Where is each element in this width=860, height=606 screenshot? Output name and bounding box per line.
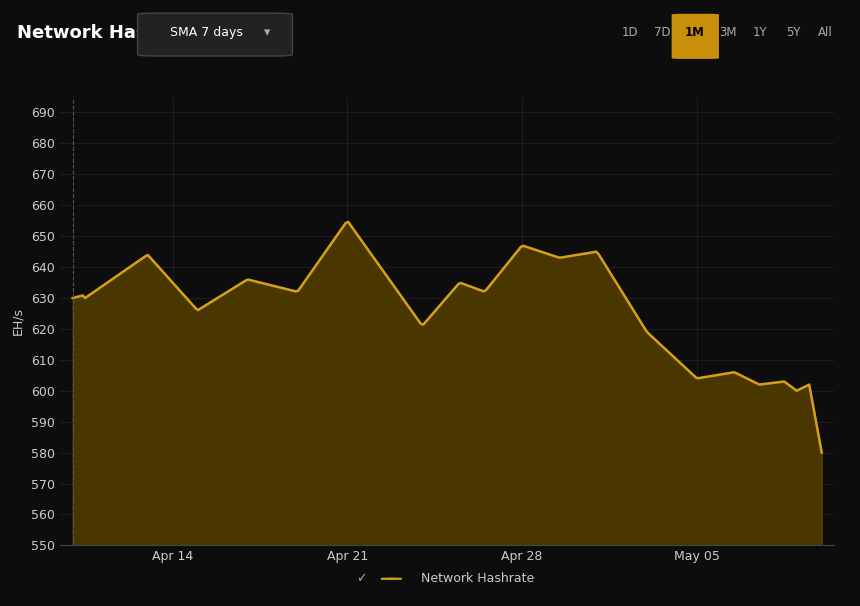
Text: ▾: ▾ xyxy=(263,26,270,39)
Text: 5Y: 5Y xyxy=(786,26,800,39)
Text: 7D: 7D xyxy=(654,26,671,39)
FancyBboxPatch shape xyxy=(138,13,292,56)
Text: Network Hashrate: Network Hashrate xyxy=(17,24,201,42)
Text: 1Y: 1Y xyxy=(752,26,768,39)
Y-axis label: EH/s: EH/s xyxy=(11,307,24,335)
Text: 1M: 1M xyxy=(685,26,705,39)
Text: SMA 7 days: SMA 7 days xyxy=(170,26,243,39)
Text: ✓: ✓ xyxy=(356,572,366,585)
Text: All: All xyxy=(818,26,833,39)
Text: 3M: 3M xyxy=(719,26,736,39)
Text: Network Hashrate: Network Hashrate xyxy=(421,572,535,585)
Text: 1D: 1D xyxy=(621,26,638,39)
Circle shape xyxy=(381,578,402,579)
FancyBboxPatch shape xyxy=(672,14,719,59)
